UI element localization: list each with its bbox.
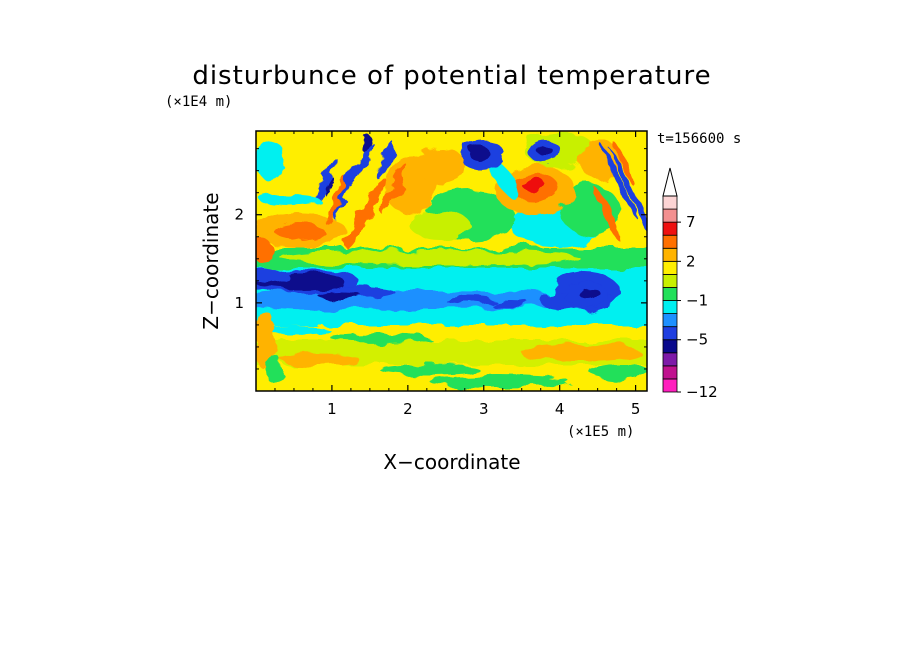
contour-field — [256, 131, 647, 391]
colorbar-extend-arrow — [662, 167, 678, 197]
y-axis: 12 — [234, 148, 647, 370]
colorbar-level — [662, 234, 678, 249]
colorbar-label: −12 — [686, 383, 718, 401]
colorbar-level — [662, 221, 678, 236]
plot-frame — [255, 130, 648, 392]
colorbar-level — [662, 339, 678, 354]
x-tick-label: 4 — [555, 400, 565, 418]
colorbar-label: −1 — [686, 292, 708, 310]
x-tick-label: 2 — [403, 400, 413, 418]
x-axis: 1 2 3 4 5 — [274, 131, 641, 418]
colorbar-level — [662, 378, 678, 393]
colorbar-level — [662, 195, 678, 210]
y-tick-label: 2 — [234, 206, 244, 224]
colorbar-level — [662, 352, 678, 367]
x-axis-title: X−coordinate — [383, 450, 520, 474]
colorbar-level — [662, 300, 678, 314]
y-tick-label: 1 — [234, 294, 244, 312]
y-axis-title: Z−coordinate — [199, 192, 223, 329]
colorbar-level — [662, 326, 678, 341]
x-tick-label: 1 — [327, 400, 337, 418]
colorbar-level — [662, 287, 678, 301]
colorbar-level — [662, 273, 678, 288]
chart-title: disturbunce of potential temperature — [192, 61, 711, 91]
colorbar-level — [662, 247, 678, 262]
colorbar-level — [662, 208, 678, 223]
x-tick-label: 5 — [631, 400, 641, 418]
colorbar-level — [662, 260, 678, 275]
colorbar-label: −5 — [686, 331, 708, 349]
colorbar-label: 7 — [686, 213, 696, 231]
y-unit-label: (×1E4 m) — [165, 94, 232, 110]
x-tick-label: 3 — [479, 400, 489, 418]
colorbar-level — [662, 365, 678, 380]
colorbar-label: 2 — [686, 252, 696, 270]
colorbar-level — [662, 313, 678, 328]
time-label: t=156600 s — [657, 131, 741, 147]
colorbar: −12−5−127 — [662, 167, 718, 401]
x-unit-label: (×1E5 m) — [567, 424, 634, 440]
